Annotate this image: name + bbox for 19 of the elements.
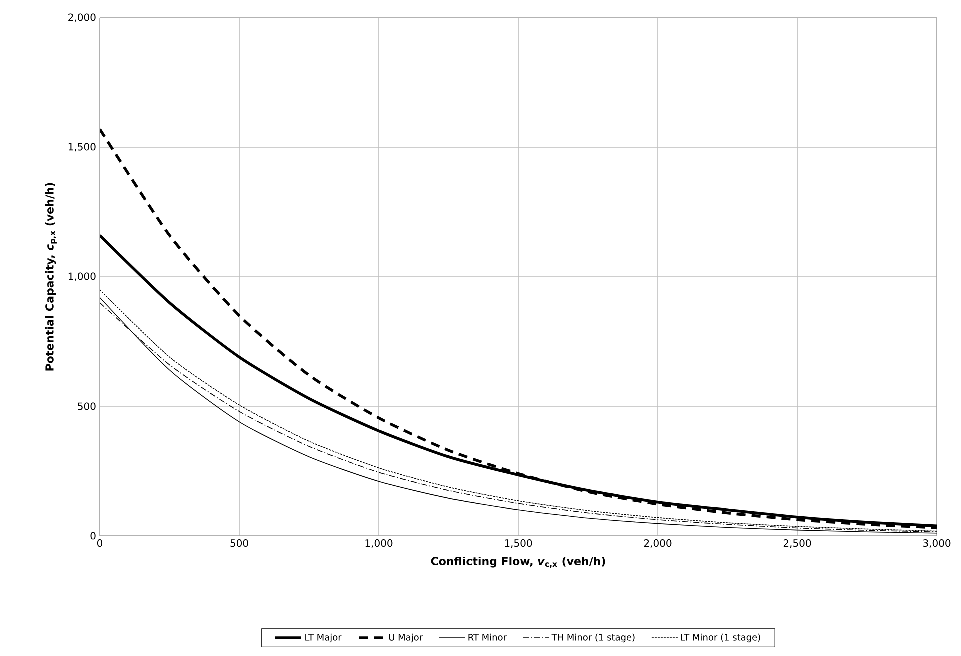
legend-label: LT Major (306, 634, 342, 643)
x-tick-label: 1,000 (366, 540, 393, 548)
y-tick-label: 2,000 (68, 14, 96, 22)
legend-label: LT Minor (1 stage) (681, 634, 760, 643)
y-tick-label: 500 (78, 402, 96, 410)
x-tick-label: 500 (230, 540, 248, 548)
y-axis-title: Potential Capacity, c$_{p,x}$ (veh/h) (45, 183, 57, 371)
x-tick-label: 2,000 (644, 540, 672, 548)
x-tick-label: 2,500 (784, 540, 812, 548)
legend-label: RT Minor (468, 634, 507, 641)
y-tick-label: 0 (90, 532, 96, 540)
legend-label: TH Minor (1 stage) (552, 634, 635, 643)
legend-label: U Major (389, 634, 424, 643)
y-tick-label: 1,000 (68, 272, 96, 282)
x-tick-label: 3,000 (923, 540, 951, 548)
y-tick-label: 1,500 (68, 143, 96, 152)
x-tick-label: 1,500 (505, 540, 532, 548)
x-tick-label: 0 (97, 540, 103, 548)
x-axis-title: Conflicting Flow, v$_{c,x}$ (veh/h) (431, 556, 606, 568)
